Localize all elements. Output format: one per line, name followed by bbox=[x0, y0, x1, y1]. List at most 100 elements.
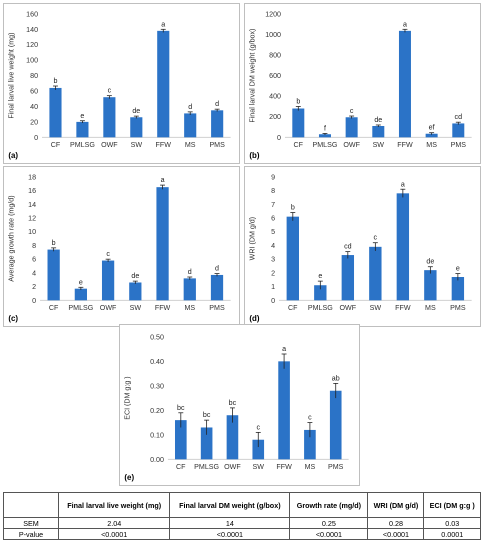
y-tick-label: 120 bbox=[26, 41, 38, 49]
y-tick-label: 0 bbox=[32, 297, 36, 305]
chart-svg-a: 0 20 40 60 80 100 120 140 160 Final larval live w… bbox=[7, 10, 231, 160]
chart-panel-d: 0 1 2 3 4 5 6 7 8 9 WRI (DM g/d) b CF e PMLSG cd OWF c SW a… bbox=[244, 166, 481, 327]
significance-letter: d bbox=[188, 268, 192, 276]
x-tick-label: MS bbox=[425, 304, 436, 312]
significance-letter: ab bbox=[332, 374, 340, 382]
bar bbox=[157, 30, 170, 138]
bar bbox=[184, 113, 197, 138]
significance-letter: f bbox=[324, 124, 326, 132]
bar bbox=[318, 134, 331, 138]
y-tick-label: 14 bbox=[28, 201, 36, 209]
x-tick-label: SW bbox=[373, 141, 385, 149]
bar bbox=[76, 121, 89, 138]
y-tick-label: 80 bbox=[30, 72, 38, 80]
x-tick-label: PMLSG bbox=[308, 304, 333, 312]
table-header-cell: ECI (DM g:g ) bbox=[423, 492, 481, 518]
y-tick-label: 4 bbox=[271, 242, 275, 250]
bar bbox=[183, 278, 196, 301]
significance-letter: a bbox=[403, 20, 407, 28]
x-tick-label: PMS bbox=[451, 141, 467, 149]
y-tick-label: 2 bbox=[32, 283, 36, 291]
significance-letter: e bbox=[456, 265, 460, 273]
y-tick-label: 100 bbox=[26, 57, 38, 65]
table-row: P-value <0.0001 <0.0001 <0.0001 <0.0001 … bbox=[3, 528, 481, 540]
table-cell: 0.03 bbox=[423, 517, 481, 529]
y-axis-label: Average growth rate (mg/d) bbox=[7, 195, 15, 281]
y-tick-label: 6 bbox=[271, 214, 275, 222]
table-cell: 0.0001 bbox=[423, 528, 481, 540]
y-tick-label: 0.50 bbox=[150, 333, 164, 341]
x-tick-label: CF bbox=[176, 463, 186, 471]
y-tick-label: 200 bbox=[269, 113, 281, 121]
table-row: SEM 2.04 14 0.25 0.28 0.03 bbox=[3, 517, 481, 529]
x-tick-label: PMLSG bbox=[68, 304, 93, 312]
x-tick-label: SW bbox=[130, 304, 142, 312]
x-tick-label: PMS bbox=[209, 141, 225, 149]
significance-letter: b bbox=[291, 204, 295, 212]
x-tick-label: FFW bbox=[395, 304, 411, 312]
y-tick-label: 3 bbox=[271, 256, 275, 264]
y-tick-label: 40 bbox=[30, 103, 38, 111]
bar bbox=[252, 439, 265, 460]
table-header-cell: Final larval live weight (mg) bbox=[57, 492, 171, 518]
significance-letter: de bbox=[132, 107, 140, 115]
y-tick-label: 0 bbox=[277, 134, 281, 142]
bar bbox=[396, 193, 410, 301]
statistics-table: Final larval live weight (mg) Final larv… bbox=[3, 492, 481, 540]
y-tick-label: 0 bbox=[34, 134, 38, 142]
significance-letter: c bbox=[106, 250, 110, 258]
y-tick-label: 0.40 bbox=[150, 358, 164, 366]
bar bbox=[156, 187, 169, 301]
chart-svg-c: 0 2 4 6 8 10 12 14 16 18 Average growth rate (mg/d… bbox=[7, 173, 231, 323]
x-tick-label: PMS bbox=[209, 304, 225, 312]
y-tick-label: 0.10 bbox=[150, 431, 164, 439]
significance-letter: e bbox=[80, 112, 84, 120]
y-tick-label: 0 bbox=[271, 297, 275, 305]
significance-letter: d bbox=[188, 103, 192, 111]
significance-letter: cd bbox=[344, 243, 352, 251]
bar bbox=[129, 282, 142, 301]
y-tick-label: 800 bbox=[269, 51, 281, 59]
bar bbox=[452, 123, 465, 138]
bar bbox=[341, 255, 355, 301]
y-tick-label: 0.30 bbox=[150, 382, 164, 390]
y-tick-label: 8 bbox=[32, 242, 36, 250]
y-tick-label: 600 bbox=[269, 72, 281, 80]
bar bbox=[314, 285, 327, 301]
significance-letter: c bbox=[256, 423, 260, 431]
significance-letter: c bbox=[308, 414, 312, 422]
y-tick-label: 10 bbox=[28, 228, 36, 236]
table-cell: 0.28 bbox=[367, 517, 425, 529]
table-cell: 0.25 bbox=[289, 517, 369, 529]
table-header-cell bbox=[3, 492, 59, 518]
bar bbox=[49, 87, 62, 138]
x-tick-label: FFW bbox=[156, 141, 172, 149]
bar bbox=[345, 117, 358, 138]
bar bbox=[369, 246, 382, 301]
table-cell: 2.04 bbox=[57, 517, 171, 529]
significance-letter: a bbox=[161, 20, 165, 28]
x-tick-label: SW bbox=[370, 304, 382, 312]
bar bbox=[103, 97, 116, 138]
x-tick-label: PMLSG bbox=[313, 141, 338, 149]
significance-letter: b bbox=[296, 97, 300, 105]
bar bbox=[451, 277, 465, 301]
significance-letter: cd bbox=[455, 113, 463, 121]
table-cell: <0.0001 bbox=[169, 528, 291, 540]
significance-letter: e bbox=[79, 278, 83, 286]
y-tick-label: 1200 bbox=[265, 10, 281, 18]
bar bbox=[210, 274, 224, 301]
x-tick-label: CF bbox=[51, 141, 61, 149]
panel-label: (c) bbox=[8, 314, 18, 323]
y-tick-label: 5 bbox=[271, 228, 275, 236]
y-tick-label: 60 bbox=[30, 87, 38, 95]
y-tick-label: 8 bbox=[271, 187, 275, 195]
bar bbox=[174, 420, 187, 460]
x-tick-label: MS bbox=[426, 141, 437, 149]
chart-svg-e: 0.00 0.10 0.20 0.30 0.40 0.50 ECI (DM g:g ) bc C… bbox=[123, 333, 349, 482]
x-tick-label: FFW bbox=[276, 463, 292, 471]
y-tick-label: 9 bbox=[271, 173, 275, 181]
y-tick-label: 12 bbox=[28, 214, 36, 222]
panel-label: (d) bbox=[249, 314, 259, 323]
bar bbox=[398, 30, 411, 138]
